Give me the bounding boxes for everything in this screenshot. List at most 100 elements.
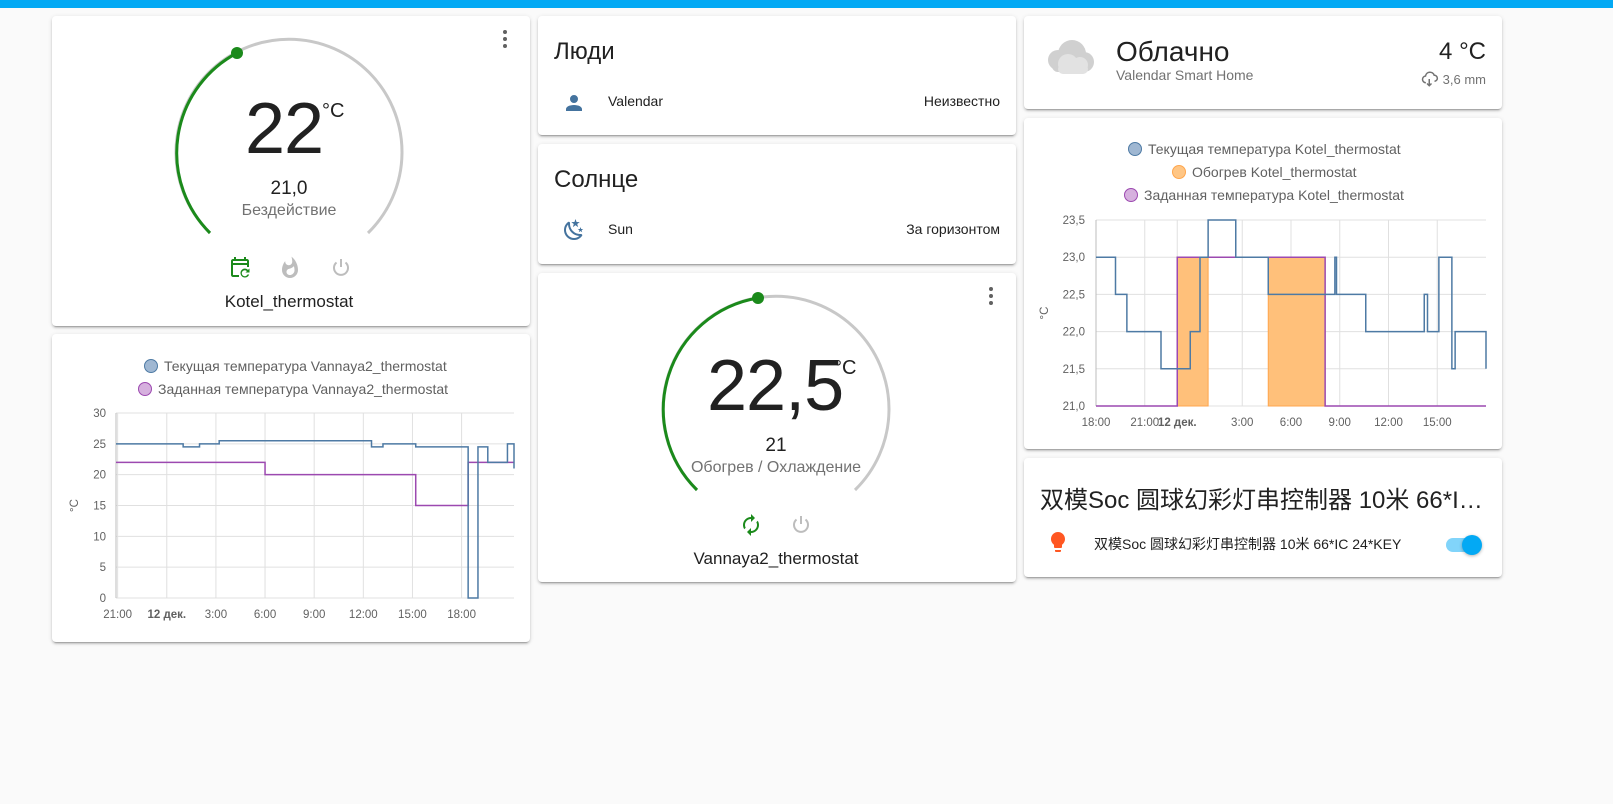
kotel-thermostat-card: 22 °C 21,0 Бездействие Kotel_thermostat — [52, 16, 530, 326]
weather-card[interactable]: Облачно Valendar Smart Home 4 °C 3,6 mm — [1024, 16, 1502, 109]
target-temperature-line — [1096, 256, 1486, 407]
lightbulb-icon — [1046, 530, 1070, 554]
legend-label: Текущая температура Vannaya2_thermostat — [164, 358, 447, 374]
entity-state: За горизонтом — [906, 221, 1000, 237]
calendar-sync-icon[interactable] — [228, 256, 252, 280]
temperature-unit: °C — [322, 100, 345, 122]
y-tick-label: 22,5 — [1063, 289, 1085, 301]
fire-icon[interactable] — [278, 256, 302, 280]
dial-handle[interactable] — [231, 47, 243, 59]
dial-handle[interactable] — [752, 292, 764, 304]
people-card: Люди Valendar Неизвестно — [538, 16, 1016, 135]
thermostat-name: Vannaya2_thermostat — [693, 549, 859, 568]
y-tick-label: 0 — [100, 593, 106, 605]
x-tick-label: 15:00 — [1423, 417, 1452, 429]
target-temperature: 21,0 — [270, 178, 308, 199]
kotel-history-card: Текущая температура Kotel_thermostat Обо… — [1024, 118, 1502, 449]
legend-swatch — [144, 359, 158, 373]
hvac-action: Обогрев / Охлаждение — [690, 459, 862, 476]
vannaya-thermostat-card: 22,5 °C 21 Обогрев / Охлаждение Vannaya2… — [538, 273, 1016, 582]
x-tick-label: 3:00 — [1231, 417, 1253, 429]
y-tick-label: 21,5 — [1063, 364, 1085, 376]
y-tick-label: 21,0 — [1063, 401, 1085, 413]
y-tick-label: 20 — [93, 470, 106, 482]
legend-label: Заданная температура Vannaya2_thermostat — [158, 381, 449, 397]
x-tick-label: 12:00 — [1374, 417, 1403, 429]
y-tick-label: 15 — [93, 501, 106, 513]
more-vert-icon[interactable] — [979, 284, 1003, 308]
y-tick-label: 25 — [93, 439, 106, 451]
legend-label: Заданная температура Kotel_thermostat — [1144, 187, 1404, 203]
legend-swatch — [1172, 165, 1186, 179]
cloudy-icon — [1042, 34, 1098, 78]
power-icon[interactable] — [789, 513, 813, 537]
legend-current-temperature[interactable]: Текущая температура Kotel_thermostat — [1128, 141, 1401, 157]
heating-area — [1267, 256, 1326, 407]
y-tick-label: 22,0 — [1063, 327, 1085, 339]
precipitation-value: 3,6 mm — [1442, 71, 1486, 87]
hvac-action: Бездействие — [241, 202, 337, 219]
x-tick-label: 15:00 — [398, 609, 427, 621]
legend-heating[interactable]: Обогрев Kotel_thermostat — [1172, 164, 1357, 180]
legend-label: Обогрев Kotel_thermostat — [1192, 164, 1357, 180]
entity-name[interactable]: 双模Soc 圆球幻彩灯串控制器 10米 66*IC 24*KEY — [1094, 536, 1402, 552]
sun-card: Солнце Sun За горизонтом — [538, 144, 1016, 264]
card-title: Люди — [554, 38, 615, 65]
legend-swatch — [138, 382, 152, 396]
entity-name[interactable]: Sun — [608, 221, 633, 237]
y-axis-label: °C — [69, 499, 81, 512]
x-tick-label: 21:00 — [103, 609, 132, 621]
weather-temperature: 4 °C — [1439, 38, 1486, 65]
y-axis-label: °C — [1039, 307, 1051, 320]
legend-swatch — [1128, 142, 1142, 156]
y-tick-label: 30 — [93, 408, 106, 420]
legend-current-temperature[interactable]: Текущая температура Vannaya2_thermostat — [144, 358, 447, 374]
x-tick-label: 6:00 — [254, 609, 276, 621]
vannaya-history-chart[interactable]: 0 5 10 15 20 25 30 21:00 12 дек. 3:00 6:00 9:00 12:0… — [52, 398, 530, 638]
x-tick-label: 12 дек. — [1158, 417, 1197, 429]
weather-location: Valendar Smart Home — [1116, 67, 1254, 83]
current-temperature-line — [116, 440, 515, 599]
x-tick-label: 9:00 — [303, 609, 325, 621]
thermostat-name: Kotel_thermostat — [224, 292, 354, 311]
current-temperature: 22 — [245, 89, 324, 169]
temperature-unit: °C — [834, 357, 857, 379]
card-title: 双模Soc 圆球幻彩灯串控制器 10米 66*IC ... — [1040, 487, 1486, 514]
y-tick-label: 10 — [93, 531, 106, 543]
y-tick-label: 23,0 — [1063, 252, 1085, 264]
weather-night-icon — [562, 218, 586, 242]
kotel-temperature-dial[interactable] — [52, 16, 530, 246]
legend-target-temperature[interactable]: Заданная температура Kotel_thermostat — [1124, 187, 1404, 203]
precipitation-row: 3,6 mm — [1421, 70, 1486, 88]
x-tick-label: 12:00 — [349, 609, 378, 621]
light-card: 双模Soc 圆球幻彩灯串控制器 10米 66*IC ... 双模Soc 圆球幻彩… — [1024, 458, 1502, 577]
x-tick-label: 21:00 — [1130, 417, 1159, 429]
weather-condition: Облачно — [1116, 36, 1230, 67]
weather-pouring-icon — [1421, 71, 1438, 87]
light-toggle[interactable] — [1446, 535, 1482, 555]
vannaya-temperature-dial[interactable] — [538, 273, 1016, 503]
current-temperature: 22,5 — [707, 346, 844, 426]
x-tick-label: 9:00 — [1329, 417, 1351, 429]
target-temperature: 21 — [765, 435, 787, 456]
legend-label: Текущая температура Kotel_thermostat — [1148, 141, 1401, 157]
account-icon — [562, 91, 586, 115]
x-tick-label: 12 дек. — [147, 609, 186, 621]
x-tick-label: 18:00 — [447, 609, 476, 621]
legend-swatch — [1124, 188, 1138, 202]
legend-target-temperature[interactable]: Заданная температура Vannaya2_thermostat — [138, 381, 448, 397]
vannaya-history-card: Текущая температура Vannaya2_thermostat … — [52, 334, 530, 642]
x-tick-label: 6:00 — [1280, 417, 1302, 429]
target-temperature-line — [116, 461, 514, 507]
autorenew-icon[interactable] — [739, 513, 763, 537]
x-tick-label: 18:00 — [1082, 417, 1111, 429]
y-tick-label: 5 — [100, 562, 106, 574]
power-icon[interactable] — [329, 256, 353, 280]
top-app-bar — [0, 0, 1613, 8]
card-title: Солнце — [554, 166, 639, 193]
entity-state: Неизвестно — [923, 93, 1000, 109]
entity-name[interactable]: Valendar — [608, 93, 664, 109]
more-vert-icon[interactable] — [493, 27, 517, 51]
current-temperature-line — [1096, 219, 1487, 370]
